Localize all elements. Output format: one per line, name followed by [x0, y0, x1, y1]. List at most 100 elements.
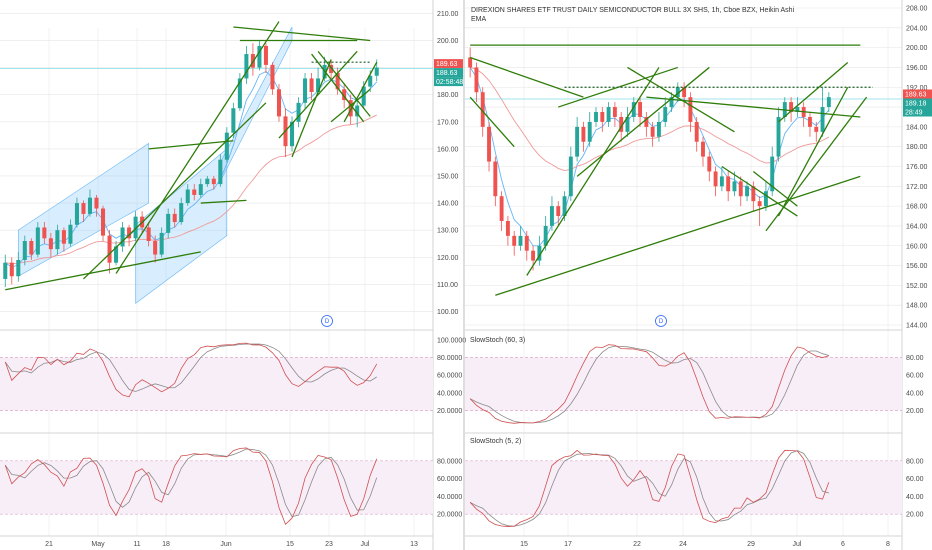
candle[interactable]	[512, 230, 517, 256]
trend-line[interactable]	[646, 96, 861, 118]
trend-line[interactable]	[576, 66, 710, 177]
candle[interactable]	[289, 116, 295, 152]
trend-line[interactable]	[200, 199, 247, 204]
candle[interactable]	[763, 181, 768, 212]
candle[interactable]	[9, 257, 14, 285]
candle[interactable]	[556, 201, 561, 226]
trend-line[interactable]	[311, 53, 365, 123]
candle[interactable]	[776, 107, 781, 162]
candle[interactable]	[16, 251, 21, 282]
trend-line[interactable]	[291, 59, 332, 158]
candle[interactable]	[694, 116, 699, 152]
candle[interactable]	[270, 62, 275, 95]
trend-line[interactable]	[148, 140, 234, 150]
candle[interactable]	[638, 97, 643, 127]
candle[interactable]	[237, 73, 242, 111]
candle[interactable]	[244, 45, 249, 84]
candle[interactable]	[663, 97, 668, 127]
left-d-marker[interactable]: D	[321, 315, 333, 327]
trend-line[interactable]	[343, 61, 378, 123]
trend-line[interactable]	[469, 96, 515, 148]
trend-line[interactable]	[627, 66, 735, 133]
candle[interactable]	[257, 40, 262, 71]
left-time-axis[interactable]: 21 May 11 18 Jun 15 23 Jul 13	[0, 535, 433, 548]
candle[interactable]	[309, 73, 314, 101]
trend-line[interactable]	[469, 56, 584, 98]
stoch-k-line[interactable]	[4, 342, 378, 398]
candle[interactable]	[35, 222, 40, 258]
candle[interactable]	[820, 87, 825, 137]
left-price-axis[interactable]: 210.00200.00190.00180.00170.00160.00150.…	[432, 0, 459, 550]
trend-line[interactable]	[233, 26, 371, 42]
candle[interactable]	[231, 102, 236, 139]
candle[interactable]	[826, 92, 831, 113]
candle[interactable]	[770, 146, 775, 197]
candle[interactable]	[587, 112, 592, 147]
candle[interactable]	[81, 200, 86, 223]
candle[interactable]	[224, 127, 229, 163]
ema-fast-line[interactable]	[469, 67, 830, 247]
candle[interactable]	[146, 222, 151, 247]
candle[interactable]	[153, 235, 158, 263]
candle[interactable]	[94, 194, 99, 217]
trend-line[interactable]	[495, 175, 861, 296]
candle[interactable]	[74, 197, 79, 228]
candle[interactable]	[814, 121, 819, 142]
right-candles[interactable]	[468, 47, 831, 271]
candle[interactable]	[732, 171, 737, 197]
candle[interactable]	[669, 92, 674, 113]
trend-line[interactable]	[115, 21, 280, 274]
trend-line[interactable]	[721, 165, 798, 217]
candle[interactable]	[575, 116, 580, 162]
stoch-d-line[interactable]	[4, 343, 377, 392]
candle[interactable]	[172, 208, 177, 228]
candle[interactable]	[726, 171, 731, 202]
candle[interactable]	[594, 107, 598, 127]
candle[interactable]	[211, 175, 216, 190]
candle[interactable]	[493, 156, 498, 207]
candle[interactable]	[789, 97, 794, 122]
candle[interactable]	[745, 181, 749, 202]
candle[interactable]	[568, 146, 573, 202]
candle[interactable]	[612, 102, 617, 127]
candle[interactable]	[675, 82, 680, 103]
candle[interactable]	[644, 112, 649, 137]
candle[interactable]	[276, 83, 282, 122]
candle[interactable]	[751, 181, 756, 212]
candle[interactable]	[625, 107, 630, 137]
candle[interactable]	[179, 197, 184, 225]
candle[interactable]	[87, 189, 93, 217]
candle[interactable]	[606, 102, 611, 127]
candle[interactable]	[757, 196, 762, 226]
candle[interactable]	[29, 238, 34, 260]
right-d-marker-circle[interactable]	[655, 315, 667, 327]
candle[interactable]	[263, 43, 268, 74]
candle[interactable]	[159, 227, 164, 258]
candle[interactable]	[688, 92, 693, 132]
candle[interactable]	[107, 230, 112, 274]
candle[interactable]	[114, 241, 119, 266]
candle[interactable]	[795, 97, 800, 117]
candle[interactable]	[487, 121, 491, 172]
candle[interactable]	[68, 219, 73, 247]
candle[interactable]	[518, 225, 523, 251]
candle[interactable]	[166, 208, 171, 239]
candle[interactable]	[100, 205, 106, 242]
trend-line[interactable]	[5, 251, 201, 291]
candle[interactable]	[61, 227, 66, 252]
ema-slow-line[interactable]	[5, 114, 377, 265]
candle[interactable]	[631, 97, 636, 122]
candle[interactable]	[600, 107, 605, 132]
candle[interactable]	[650, 121, 655, 147]
trend-line[interactable]	[777, 86, 849, 217]
candle[interactable]	[48, 232, 53, 258]
candle[interactable]	[42, 222, 47, 244]
candle[interactable]	[505, 216, 510, 246]
candle[interactable]	[3, 254, 8, 288]
ema-fast-line[interactable]	[5, 70, 378, 268]
candle[interactable]	[524, 230, 529, 261]
left-d-marker-circle[interactable]	[321, 315, 333, 327]
candle[interactable]	[133, 211, 138, 242]
trend-line[interactable]	[83, 102, 267, 280]
candle[interactable]	[581, 121, 586, 152]
